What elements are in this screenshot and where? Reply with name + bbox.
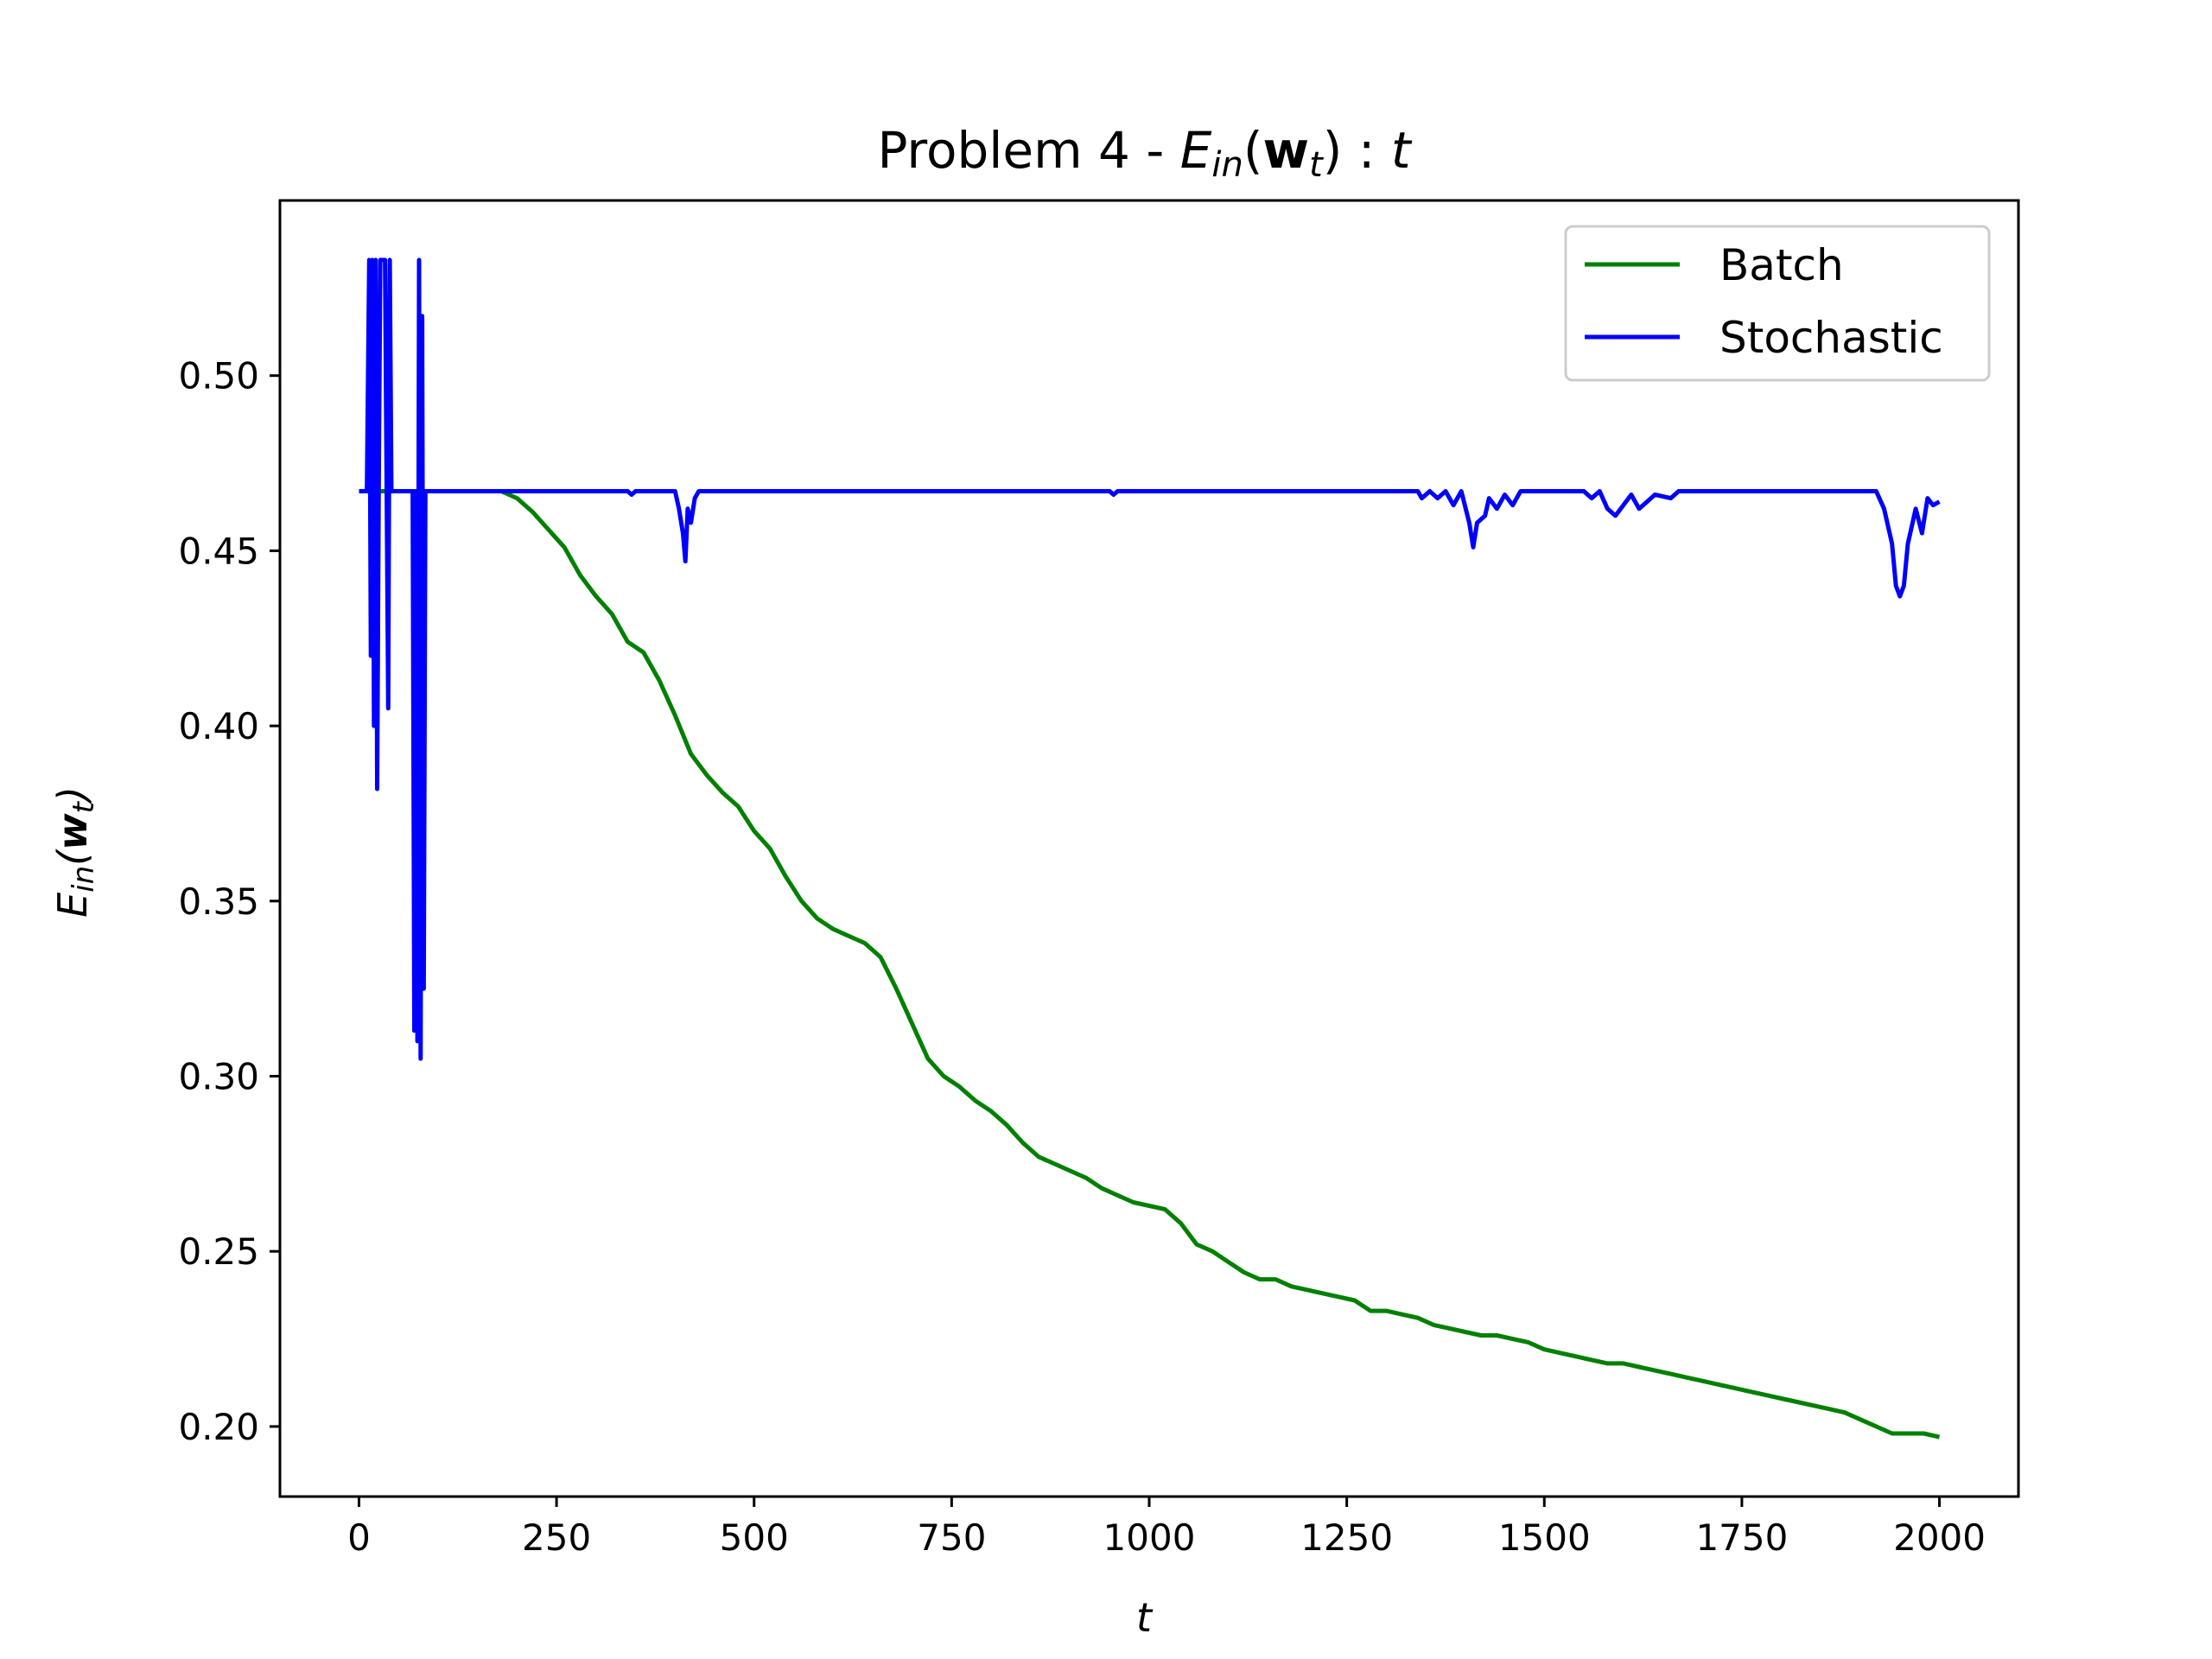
x-tick-label: 0 [347, 1516, 371, 1559]
ylabel-open-paren: ( [49, 849, 96, 866]
ylabel-close-paren: ) [49, 786, 96, 804]
ylabel-w-sub: t [67, 800, 101, 813]
y-tick-label: 0.30 [178, 1056, 259, 1098]
ylabel-e-sub: in [67, 866, 101, 893]
series-line-batch [359, 489, 1941, 1440]
plot-frame [278, 199, 2020, 1498]
y-tick-label: 0.50 [178, 355, 259, 397]
y-tick-label: 0.20 [178, 1406, 259, 1448]
legend-label-stochastic: Stochastic [1719, 313, 1943, 363]
y-tick-label: 0.45 [178, 530, 259, 572]
series-line-stochastic [359, 257, 1941, 1061]
title-prefix: Problem 4 - [877, 121, 1179, 180]
y-tick-label: 0.25 [178, 1230, 259, 1273]
title-t: t [1391, 121, 1413, 180]
x-tick-label: 250 [522, 1516, 591, 1559]
title-colon: : [1342, 121, 1390, 180]
x-tick-label: 1250 [1300, 1516, 1393, 1559]
title-e-sub: in [1211, 145, 1243, 185]
y-axis-label: Ein(wt) [49, 786, 101, 918]
x-tick-label: 750 [917, 1516, 986, 1559]
x-tick-label: 1000 [1103, 1516, 1196, 1559]
ylabel-w: w [49, 813, 96, 850]
y-tick-label: 0.35 [178, 880, 259, 923]
y-axis-ticks: 0.20 0.25 0.30 0.35 0.40 0.45 0.50 [178, 355, 280, 1448]
x-axis-label: t [1136, 1594, 1154, 1641]
title-w-sub: t [1309, 145, 1324, 185]
series-layer [359, 257, 1941, 1440]
legend-label-batch: Batch [1719, 240, 1844, 290]
y-tick-label: 0.40 [178, 705, 259, 747]
title-open-paren: ( [1243, 121, 1263, 180]
x-tick-label: 1750 [1695, 1516, 1788, 1559]
title-w: w [1262, 121, 1309, 180]
x-axis-ticks: 0 250 500 750 1000 1250 1500 1750 2000 [347, 1497, 1986, 1559]
title-close-paren: ) [1323, 121, 1343, 180]
x-tick-label: 2000 [1893, 1516, 1986, 1559]
chart-title: Problem 4 - Ein(wt) : t [877, 121, 1412, 185]
title-e: E [1180, 121, 1212, 180]
legend: Batch Stochastic [1564, 225, 1991, 382]
ylabel-e: E [49, 893, 96, 918]
x-tick-label: 500 [720, 1516, 789, 1559]
x-tick-label: 1500 [1498, 1516, 1591, 1559]
